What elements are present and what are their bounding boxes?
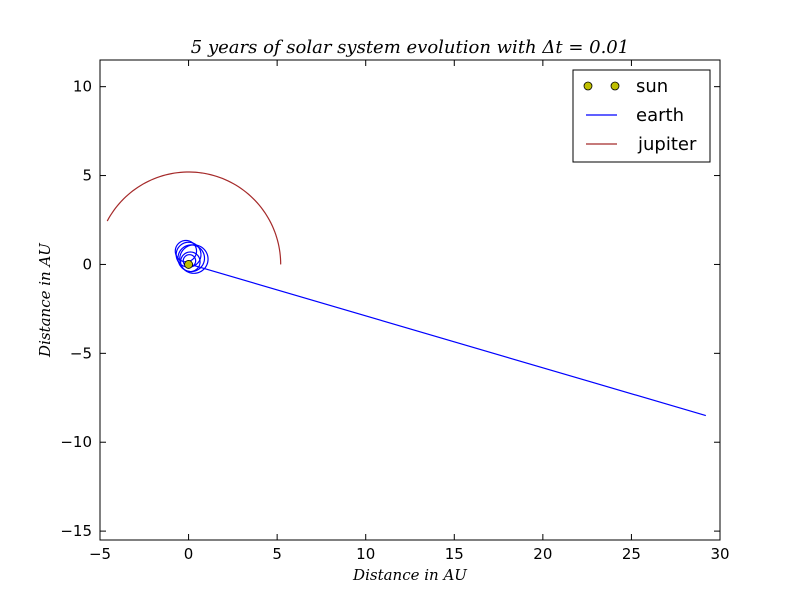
earth-orbit-loop-3 (177, 244, 206, 273)
x-tick-label: 20 (533, 545, 552, 563)
y-tick-label: −15 (60, 522, 92, 540)
y-axis-label: Distance in AU (36, 242, 54, 358)
legend-sun-label: sun (636, 76, 668, 97)
x-tick-label: 5 (272, 545, 282, 563)
y-tick-label: 10 (73, 78, 92, 96)
x-tick-label: 10 (356, 545, 375, 563)
axes-frame (99, 59, 721, 541)
x-axis-label: Distance in AU (352, 566, 468, 584)
axis-ticks: −5 0 5 10 15 20 25 30 −15 −10 −5 0 5 10 (60, 60, 730, 563)
legend-earth-label: earth (636, 105, 684, 126)
earth-orbit-loop-4 (179, 244, 209, 274)
legend-sun-marker-2 (610, 81, 620, 91)
earth-orbit-loop-1 (174, 239, 198, 263)
x-tick-label: 25 (622, 545, 641, 563)
jupiter-orbit-line (106, 171, 282, 265)
sun-marker (184, 260, 193, 269)
legend: sun earth jupiter (572, 69, 711, 163)
y-tick-label: 5 (82, 167, 92, 185)
legend-jupiter-label: jupiter (637, 134, 697, 155)
earth-escape-line (190, 263, 706, 417)
y-tick-label: −5 (70, 344, 92, 362)
x-tick-label: 30 (710, 545, 729, 563)
chart-title: 5 years of solar system evolution with Δ… (191, 37, 629, 58)
x-tick-label: 0 (184, 545, 194, 563)
legend-sun-marker-1 (583, 81, 593, 91)
x-tick-label: −5 (89, 545, 111, 563)
y-tick-label: 0 (82, 255, 92, 273)
y-tick-label: −10 (60, 433, 92, 451)
legend-box (572, 69, 711, 163)
x-tick-label: 15 (445, 545, 464, 563)
earth-orbit-loop-5 (179, 251, 201, 273)
plot-area (106, 171, 706, 417)
